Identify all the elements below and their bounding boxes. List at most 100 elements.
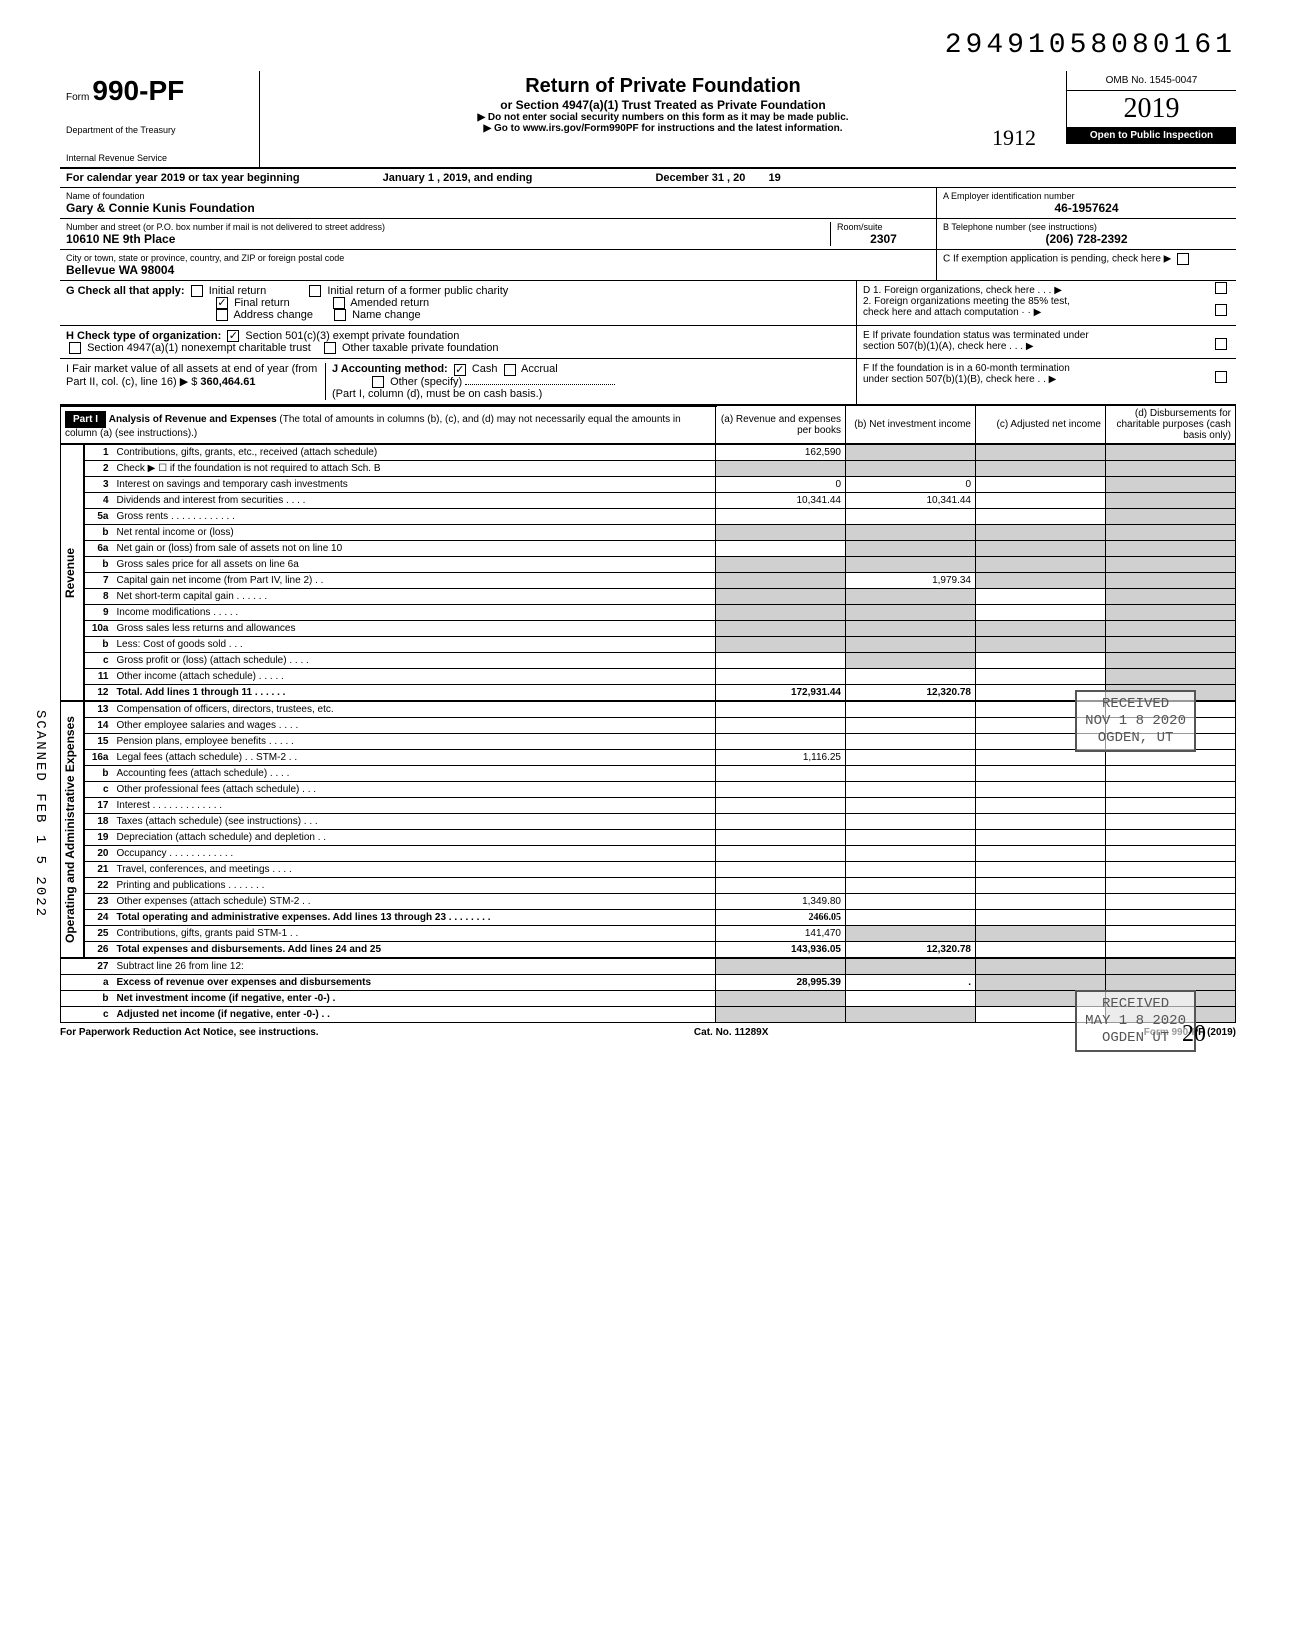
part1-title: Analysis of Revenue and Expenses — [109, 414, 277, 425]
j-accrual: Accrual — [521, 363, 558, 375]
address-label: Number and street (or P.O. box number if… — [66, 222, 830, 232]
e1-line: E If private foundation status was termi… — [863, 330, 1230, 341]
row-27b: bNet investment income (if negative, ent… — [61, 991, 1236, 1007]
phone-value: (206) 728-2392 — [943, 232, 1230, 246]
g-amended-checkbox[interactable] — [333, 297, 345, 309]
row-25: 25Contributions, gifts, grants paid STM-… — [85, 926, 1236, 942]
row-24: 24Total operating and administrative exp… — [85, 910, 1236, 926]
j-accrual-checkbox[interactable] — [504, 364, 516, 376]
col-d-header: (d) Disbursements for charitable purpose… — [1106, 406, 1236, 444]
g-initial-former-checkbox[interactable] — [309, 285, 321, 297]
name-label: Name of foundation — [66, 191, 930, 201]
c-line: C If exemption application is pending, c… — [943, 254, 1171, 265]
document-number: 29491058080161 — [60, 30, 1236, 61]
d1-checkbox[interactable] — [1215, 282, 1227, 294]
d2b-line: check here and attach computation · · ▶ — [863, 307, 1230, 318]
j-cash-checkbox[interactable]: ✓ — [454, 364, 466, 376]
row-1: 1Contributions, gifts, grants, etc., rec… — [85, 445, 1236, 461]
h-501: Section 501(c)(3) exempt private foundat… — [245, 330, 459, 342]
city-label: City or town, state or province, country… — [66, 253, 930, 263]
f2-line: under section 507(b)(1)(B), check here .… — [863, 374, 1230, 385]
row-23: 23Other expenses (attach schedule) STM-2… — [85, 894, 1236, 910]
row-27a: aExcess of revenue over expenses and dis… — [61, 975, 1236, 991]
g-initial: Initial return — [209, 285, 266, 297]
tax-year: 2019 — [1067, 91, 1236, 127]
g-address-checkbox[interactable] — [216, 309, 228, 321]
cal-label: For calendar year 2019 or tax year begin… — [66, 172, 300, 184]
d2a-line: 2. Foreign organizations meeting the 85%… — [863, 296, 1230, 307]
g-final-checkbox[interactable]: ✓ — [216, 297, 228, 309]
row-9: 9Income modifications . . . . . — [85, 605, 1236, 621]
part1-table: Part I Analysis of Revenue and Expenses … — [60, 405, 1236, 445]
h-4947: Section 4947(a)(1) nonexempt charitable … — [87, 342, 311, 354]
h-label: H Check type of organization: — [66, 330, 221, 342]
room-label: Room/suite — [837, 222, 930, 232]
i-value: 360,464.61 — [200, 376, 255, 388]
row-6a: 6aNet gain or (loss) from sale of assets… — [85, 541, 1236, 557]
j-note: (Part I, column (d), must be on cash bas… — [332, 388, 542, 400]
form-number: 990-PF — [92, 75, 184, 106]
form-note-url: ▶ Go to www.irs.gov/Form990PF for instru… — [270, 123, 1056, 134]
g-initial-former: Initial return of a former public charit… — [327, 285, 508, 297]
col-a-header: (a) Revenue and expenses per books — [716, 406, 846, 444]
cal-yr: 19 — [768, 172, 780, 184]
row-20: 20Occupancy . . . . . . . . . . . . — [85, 846, 1236, 862]
row-27c: cAdjusted net income (if negative, enter… — [61, 1007, 1236, 1023]
handwrite-20: 20 — [1182, 1021, 1206, 1048]
row-16a: 16aLegal fees (attach schedule) . . STM-… — [85, 750, 1236, 766]
h-501-checkbox[interactable]: ✓ — [227, 330, 239, 342]
g-name: Name change — [352, 309, 421, 321]
g-initial-checkbox[interactable] — [191, 285, 203, 297]
cal-begin: January 1 — [383, 172, 434, 184]
j-cash: Cash — [472, 363, 498, 375]
row-10c: cGross profit or (loss) (attach schedule… — [85, 653, 1236, 669]
omb-number: OMB No. 1545-0047 — [1067, 71, 1236, 91]
revenue-label: Revenue — [60, 444, 84, 701]
form-note-ssn: ▶ Do not enter social security numbers o… — [270, 112, 1056, 123]
footer-center: Cat. No. 11289X — [694, 1027, 768, 1038]
form-subtitle: or Section 4947(a)(1) Trust Treated as P… — [270, 98, 1056, 112]
e2-line: section 507(b)(1)(A), check here . . . ▶ — [863, 341, 1230, 352]
h-4947-checkbox[interactable] — [69, 342, 81, 354]
footer-left: For Paperwork Reduction Act Notice, see … — [60, 1027, 319, 1038]
row-4: 4Dividends and interest from securities … — [85, 493, 1236, 509]
expenses-label: Operating and Administrative Expenses — [60, 701, 84, 958]
cal-suffix: , 20 — [727, 172, 745, 184]
row-7: 7Capital gain net income (from Part IV, … — [85, 573, 1236, 589]
row-21: 21Travel, conferences, and meetings . . … — [85, 862, 1236, 878]
i-label: I Fair market value of all assets at end… — [66, 363, 317, 388]
row-11: 11Other income (attach schedule) . . . .… — [85, 669, 1236, 685]
public-inspection: Open to Public Inspection — [1067, 127, 1236, 144]
row-8: 8Net short-term capital gain . . . . . . — [85, 589, 1236, 605]
col-b-header: (b) Net investment income — [846, 406, 976, 444]
received-stamp-2: RECEIVED MAY 1 8 2020 OGDEN UT — [1075, 990, 1196, 1052]
row-27: 27Subtract line 26 from line 12: — [61, 959, 1236, 975]
received-stamp-1: RECEIVED NOV 1 8 2020 OGDEN, UT — [1075, 690, 1196, 752]
handwrite-1912: 1912 — [992, 125, 1036, 151]
h-other: Other taxable private foundation — [342, 342, 499, 354]
phone-label: B Telephone number (see instructions) — [943, 222, 1230, 232]
row-15: 15Pension plans, employee benefits . . .… — [85, 734, 1236, 750]
address-value: 10610 NE 9th Place — [66, 232, 830, 246]
d2-checkbox[interactable] — [1215, 304, 1227, 316]
row-17: 17Interest . . . . . . . . . . . . . — [85, 798, 1236, 814]
scanned-stamp: SCANNED FEB 1 5 2022 — [32, 710, 48, 918]
g-name-checkbox[interactable] — [334, 309, 346, 321]
g-label: G Check all that apply: — [66, 285, 185, 297]
page-footer: For Paperwork Reduction Act Notice, see … — [60, 1023, 1236, 1038]
row-26: 26Total expenses and disbursements. Add … — [85, 942, 1236, 958]
row-22: 22Printing and publications . . . . . . … — [85, 878, 1236, 894]
row-16c: cOther professional fees (attach schedul… — [85, 782, 1236, 798]
c-checkbox[interactable] — [1177, 253, 1189, 265]
form-label: Form — [66, 92, 89, 103]
irs-label: Internal Revenue Service — [66, 153, 253, 163]
row-16b: bAccounting fees (attach schedule) . . .… — [85, 766, 1236, 782]
e-checkbox[interactable] — [1215, 338, 1227, 350]
g-final: Final return — [234, 297, 290, 309]
j-other-checkbox[interactable] — [372, 376, 384, 388]
row-18: 18Taxes (attach schedule) (see instructi… — [85, 814, 1236, 830]
h-other-checkbox[interactable] — [324, 342, 336, 354]
row-13: 13Compensation of officers, directors, t… — [85, 702, 1236, 718]
row-6b: bGross sales price for all assets on lin… — [85, 557, 1236, 573]
f-checkbox[interactable] — [1215, 371, 1227, 383]
